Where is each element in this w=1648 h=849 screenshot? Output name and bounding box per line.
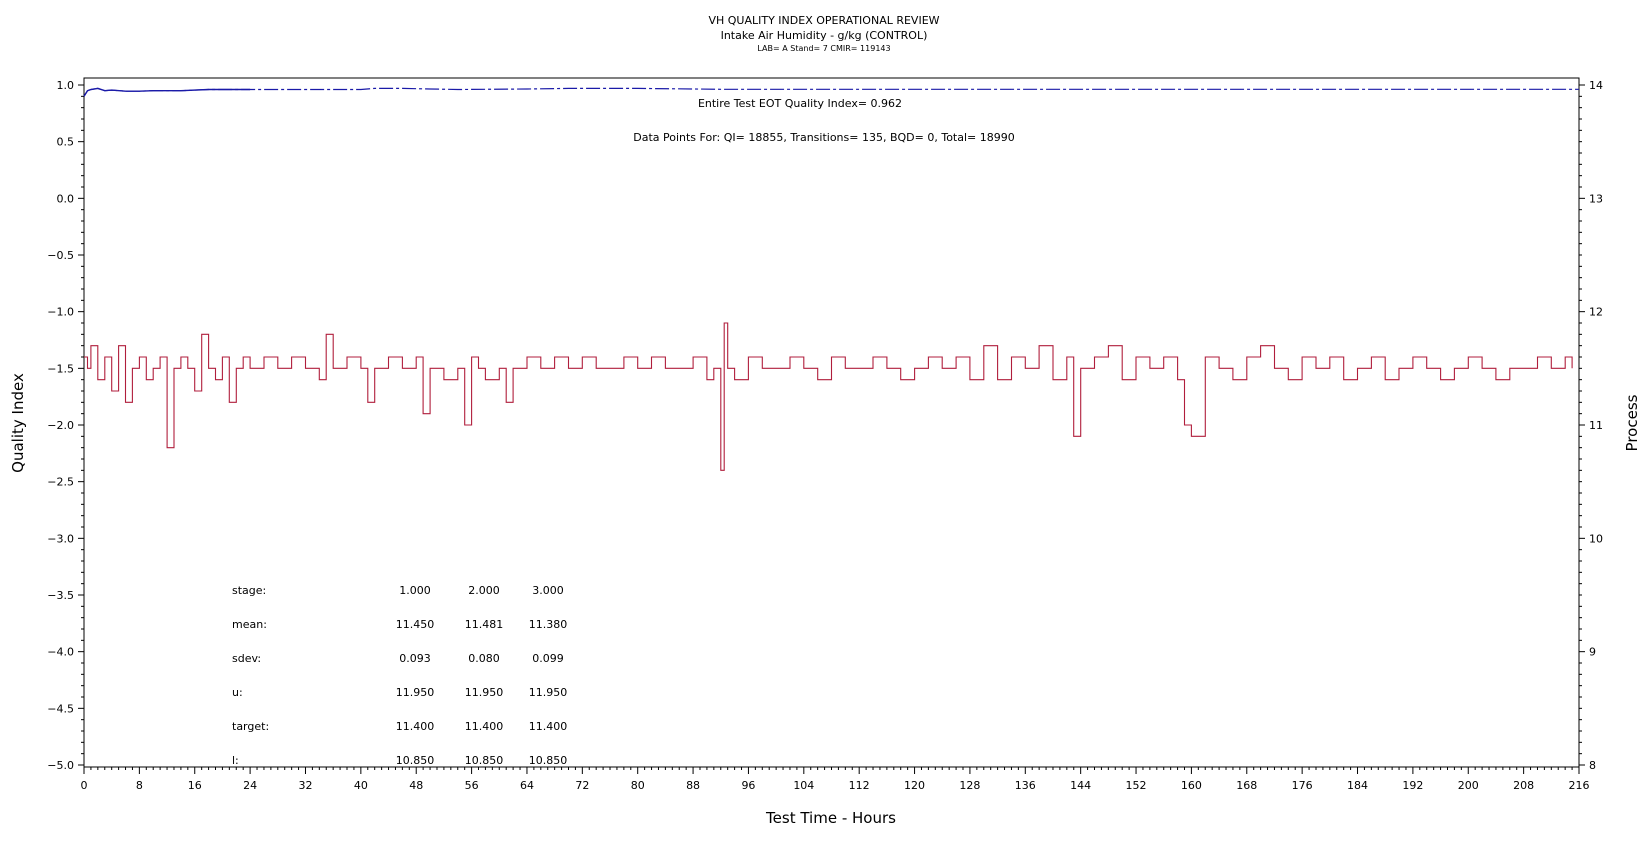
x-tick-label: 208 <box>1513 779 1534 792</box>
x-tick-label: 192 <box>1402 779 1423 792</box>
x-tick-label: 8 <box>136 779 143 792</box>
stats-cell: 11.400 <box>529 720 568 733</box>
x-tick-label: 160 <box>1181 779 1202 792</box>
x-tick-label: 16 <box>188 779 202 792</box>
eot-quality-annotation: Entire Test EOT Quality Index= 0.962 <box>698 97 902 110</box>
y-left-tick-label: −4.5 <box>47 702 74 715</box>
plot-frame <box>83 77 1580 768</box>
series-layer <box>83 87 1579 471</box>
x-tick-label: 0 <box>81 779 88 792</box>
stats-cell: 0.099 <box>532 652 564 665</box>
y-right-axis: 14 13 12 11 10 9 8 <box>1579 79 1603 772</box>
chart-subtitle-lab: LAB= A Stand= 7 CMIR= 119143 <box>757 44 890 53</box>
x-tick-label: 24 <box>243 779 257 792</box>
stats-cell: 10.850 <box>529 754 568 767</box>
x-tick-label: 40 <box>354 779 368 792</box>
y-right-axis-label: Process <box>1623 394 1641 451</box>
y-left-tick-label: −1.0 <box>47 306 74 319</box>
y-left-tick-label: −3.0 <box>47 532 74 545</box>
stats-cell: 0.080 <box>468 652 500 665</box>
chart-title: VH QUALITY INDEX OPERATIONAL REVIEW <box>708 14 939 27</box>
y-right-tick-label: 12 <box>1589 306 1603 319</box>
x-tick-label: 152 <box>1126 779 1147 792</box>
y-right-tick-label: 8 <box>1589 759 1596 772</box>
y-left-tick-label: −0.5 <box>47 249 74 262</box>
x-tick-label: 216 <box>1569 779 1590 792</box>
chart-subtitle: Intake Air Humidity - g/kg (CONTROL) <box>721 29 928 42</box>
y-right-tick-label: 10 <box>1589 532 1603 545</box>
stats-cell: 2.000 <box>468 584 500 597</box>
x-tick-label: 128 <box>959 779 980 792</box>
stats-cell: 10.850 <box>396 754 435 767</box>
y-right-tick-label: 13 <box>1589 192 1603 205</box>
stats-row-label: sdev: <box>232 652 261 665</box>
x-tick-label: 176 <box>1292 779 1313 792</box>
y-left-axis: 1.0 0.5 0.0 −0.5 −1.0 −1.5 −2.0 −2.5 −3.0 −3.5 −4.… <box>47 79 84 772</box>
y-left-tick-label: −2.5 <box>47 476 74 489</box>
x-tick-label: 136 <box>1015 779 1036 792</box>
stats-row-label: stage: <box>232 584 266 597</box>
x-tick-label: 88 <box>686 779 700 792</box>
y-left-axis-label: Quality Index <box>9 373 27 473</box>
stats-cell: 11.481 <box>465 618 504 631</box>
stats-cell: 11.950 <box>529 686 568 699</box>
stats-table: stage: 1.000 2.000 3.000 mean: 11.450 11.481 11… <box>232 584 567 767</box>
stats-cell: 11.380 <box>529 618 568 631</box>
y-left-tick-label: −2.0 <box>47 419 74 432</box>
y-left-tick-label: 1.0 <box>57 79 75 92</box>
x-tick-label: 80 <box>631 779 645 792</box>
y-right-tick-label: 11 <box>1589 419 1603 432</box>
x-axis-label: Test Time - Hours <box>765 809 896 827</box>
x-tick-label: 184 <box>1347 779 1368 792</box>
stats-row-label: mean: <box>232 618 267 631</box>
x-tick-label: 96 <box>741 779 755 792</box>
y-left-tick-label: 0.5 <box>57 136 75 149</box>
x-tick-label: 168 <box>1236 779 1257 792</box>
x-tick-label: 72 <box>575 779 589 792</box>
x-tick-label: 144 <box>1070 779 1091 792</box>
x-tick-label: 104 <box>793 779 814 792</box>
stats-cell: 1.000 <box>399 584 431 597</box>
series-quality-index-solid <box>83 87 251 97</box>
x-tick-label: 64 <box>520 779 534 792</box>
stats-cell: 10.850 <box>465 754 504 767</box>
data-points-annotation: Data Points For: QI= 18855, Transitions=… <box>633 131 1015 144</box>
series-process-line <box>84 322 1573 471</box>
y-right-tick-label: 14 <box>1589 79 1603 92</box>
stats-cell: 3.000 <box>532 584 564 597</box>
x-tick-label: 120 <box>904 779 925 792</box>
x-tick-label: 32 <box>298 779 312 792</box>
y-right-tick-label: 9 <box>1589 646 1596 659</box>
x-axis: 0 8 16 24 32 40 48 56 64 72 80 88 96 104 112 120 128 136 1… <box>81 767 1590 792</box>
x-tick-label: 56 <box>465 779 479 792</box>
stats-cell: 11.400 <box>465 720 504 733</box>
x-tick-label: 48 <box>409 779 423 792</box>
stats-row-label: l: <box>232 754 239 767</box>
stats-cell: 11.950 <box>465 686 504 699</box>
stats-cell: 0.093 <box>399 652 431 665</box>
stats-row-label: target: <box>232 720 269 733</box>
y-left-tick-label: −4.0 <box>47 646 74 659</box>
series-quality-index-line <box>83 87 1579 97</box>
y-left-tick-label: 0.0 <box>57 192 75 205</box>
y-left-tick-label: −5.0 <box>47 759 74 772</box>
stats-cell: 11.450 <box>396 618 435 631</box>
stats-cell: 11.400 <box>396 720 435 733</box>
y-left-tick-label: −3.5 <box>47 589 74 602</box>
y-left-tick-label: −1.5 <box>47 362 74 375</box>
x-tick-label: 200 <box>1458 779 1479 792</box>
stats-cell: 11.950 <box>396 686 435 699</box>
x-tick-label: 112 <box>849 779 870 792</box>
stats-row-label: u: <box>232 686 243 699</box>
